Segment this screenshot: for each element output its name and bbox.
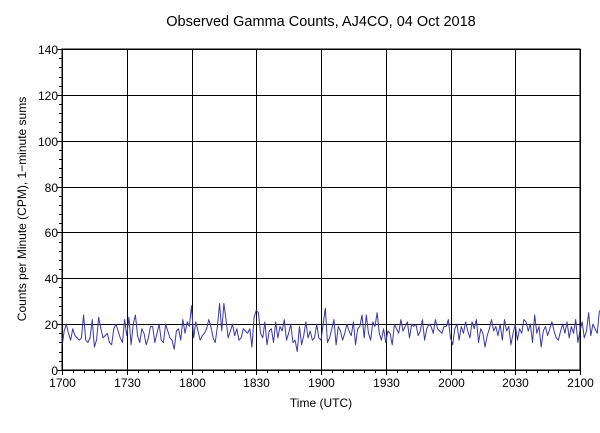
y-tick-label: 140	[38, 43, 58, 57]
grid-lines	[62, 49, 581, 371]
y-tick-label: 80	[45, 181, 59, 195]
y-tick-label: 60	[45, 226, 59, 240]
plot-frame	[61, 48, 581, 371]
y-tick-label: 20	[45, 318, 59, 332]
y-tick-label: 40	[45, 272, 59, 286]
y-tick-label: 120	[38, 89, 58, 103]
x-tick-label: 2030	[502, 376, 529, 390]
y-tick-label: 100	[38, 135, 58, 149]
x-axis-label: Time (UTC)	[290, 396, 352, 410]
y-tick-label: 0	[51, 364, 58, 378]
chart-title: Observed Gamma Counts, AJ4CO, 04 Oct 201…	[166, 14, 475, 30]
x-tick-label: 1930	[373, 376, 400, 390]
x-tick-label: 2100	[567, 376, 594, 390]
x-tick-label: 2000	[438, 376, 465, 390]
axis-ticks	[57, 49, 581, 375]
x-tick-label: 1700	[49, 376, 76, 390]
series-line	[61, 303, 600, 353]
series-layer	[61, 303, 600, 353]
x-tick-label: 1730	[114, 376, 141, 390]
x-tick-label: 1830	[243, 376, 270, 390]
x-tick-label: 1900	[308, 376, 335, 390]
tick-labels: 0 20 40 60 80 100 120 140 1700 1730 1800 1830 1900 19…	[38, 43, 594, 390]
x-tick-label: 1800	[179, 376, 206, 390]
y-axis-label: Counts per Minute (CPM), 1−minute sums	[15, 97, 29, 321]
